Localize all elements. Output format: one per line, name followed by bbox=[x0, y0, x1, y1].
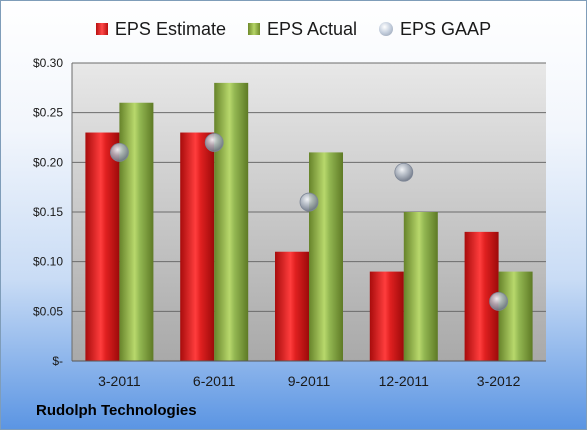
legend-marker-eps-gaap bbox=[379, 22, 394, 36]
legend-item-eps-actual: EPS Actual bbox=[247, 18, 358, 40]
x-tick-label: 3-2012 bbox=[477, 373, 521, 389]
y-tick-label: $0.20 bbox=[33, 155, 63, 169]
bar-eps-estimate bbox=[369, 271, 404, 361]
bar-eps-estimate bbox=[85, 132, 120, 361]
x-tick-label: 12-2011 bbox=[379, 373, 430, 389]
y-tick-label: $0.25 bbox=[33, 106, 63, 120]
marker-eps-gaap bbox=[299, 192, 319, 212]
legend-swatch-eps-estimate bbox=[95, 23, 108, 35]
x-tick-label: 9-2011 bbox=[288, 373, 331, 389]
legend-swatch-eps-actual bbox=[247, 23, 260, 35]
bar-eps-estimate bbox=[180, 132, 215, 361]
legend-label-eps-actual: EPS Actual bbox=[266, 18, 358, 39]
legend-label-eps-gaap: EPS GAAP bbox=[400, 18, 492, 39]
y-tick-label: $0.15 bbox=[33, 205, 63, 219]
y-tick-label: $0.30 bbox=[33, 56, 63, 70]
legend-label-eps-estimate: EPS Estimate bbox=[114, 18, 226, 39]
bar-eps-estimate bbox=[275, 251, 309, 361]
legend-item-eps-estimate: EPS Estimate bbox=[95, 18, 226, 40]
legend: EPS Estimate EPS Actual EPS GAAP bbox=[1, 17, 586, 41]
x-tick-label: 3-2011 bbox=[98, 373, 141, 389]
marker-eps-gaap bbox=[489, 291, 509, 311]
y-tick-label: $0.05 bbox=[33, 304, 63, 318]
marker-eps-gaap bbox=[110, 142, 129, 162]
bar-eps-actual bbox=[498, 271, 533, 361]
bar-eps-actual bbox=[309, 152, 343, 361]
legend-item-eps-gaap: EPS GAAP bbox=[379, 19, 491, 40]
y-tick-label: $0.10 bbox=[33, 255, 63, 269]
y-tick-label: $- bbox=[52, 354, 63, 368]
marker-eps-gaap bbox=[204, 133, 224, 152]
company-name: Rudolph Technologies bbox=[36, 402, 197, 419]
bar-eps-actual bbox=[214, 82, 249, 361]
bar-eps-actual bbox=[403, 212, 438, 361]
bar-eps-actual bbox=[119, 102, 154, 361]
marker-eps-gaap bbox=[394, 162, 414, 182]
x-tick-label: 6-2011 bbox=[193, 373, 236, 389]
